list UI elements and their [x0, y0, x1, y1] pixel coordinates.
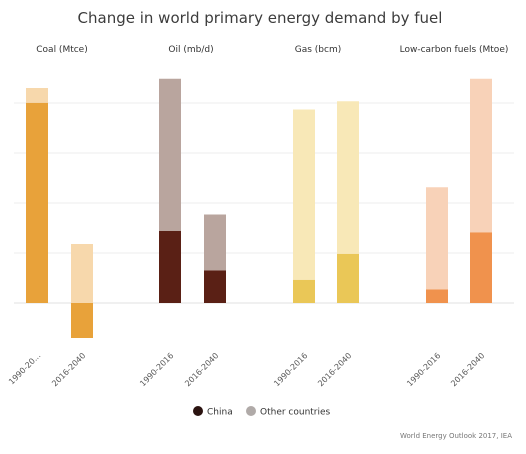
bar-other-countries [293, 109, 315, 280]
legend-marker-other-countries [246, 406, 256, 416]
category-tick-label: 1990-2016 [272, 351, 309, 388]
panel-label-gas: Gas (bcm) [295, 45, 342, 55]
category-tick-label: 1990-2016 [138, 351, 175, 388]
bar-china [470, 232, 492, 303]
category-tick-label: 2016-2040 [316, 351, 353, 388]
legend-label-other-countries: Other countries [260, 408, 331, 418]
bar-china [426, 289, 448, 303]
source-note: World Energy Outlook 2017, IEA [400, 432, 512, 440]
bar-other-countries [426, 187, 448, 290]
bar-other-countries [204, 214, 226, 271]
bar-other-countries [470, 78, 492, 233]
bar-china [26, 102, 48, 303]
category-tick-label: 2016-2040 [50, 351, 87, 388]
chart-title: Change in world primary energy demand by… [78, 9, 443, 27]
bar-other-countries [337, 101, 359, 254]
bar-china [337, 253, 359, 303]
panel-labels: Coal (Mtce) Oil (mb/d) Gas (bcm) Low-car… [36, 45, 508, 55]
legend: China Other countries [193, 406, 331, 418]
panel-label-oil: Oil (mb/d) [168, 45, 213, 55]
bar-china [204, 270, 226, 303]
bar-other-countries [71, 244, 93, 303]
category-tick-labels: 1990-20... 2016-2040 1990-2016 2016-2040 199… [7, 351, 486, 388]
bar-other-countries [159, 78, 181, 231]
legend-label-china: China [207, 408, 233, 418]
bar-china [71, 303, 93, 338]
bar-china [293, 279, 315, 303]
panel-label-coal: Coal (Mtce) [36, 45, 87, 55]
category-tick-label: 1990-2016 [405, 351, 442, 388]
bar-other-countries [26, 88, 48, 103]
bars [26, 78, 492, 338]
panel-label-low-carbon: Low-carbon fuels (Mtoe) [400, 45, 509, 55]
category-tick-label: 2016-2040 [183, 351, 220, 388]
category-tick-label: 2016-2040 [449, 351, 486, 388]
legend-marker-china [193, 406, 203, 416]
bar-china [159, 231, 181, 303]
category-tick-label: 1990-20... [7, 351, 42, 386]
